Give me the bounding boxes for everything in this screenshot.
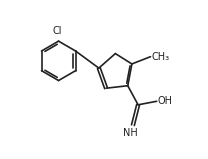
Text: NH: NH [124,128,138,138]
Text: CH₃: CH₃ [152,52,170,62]
Text: Cl: Cl [53,26,62,36]
Text: OH: OH [158,96,173,106]
